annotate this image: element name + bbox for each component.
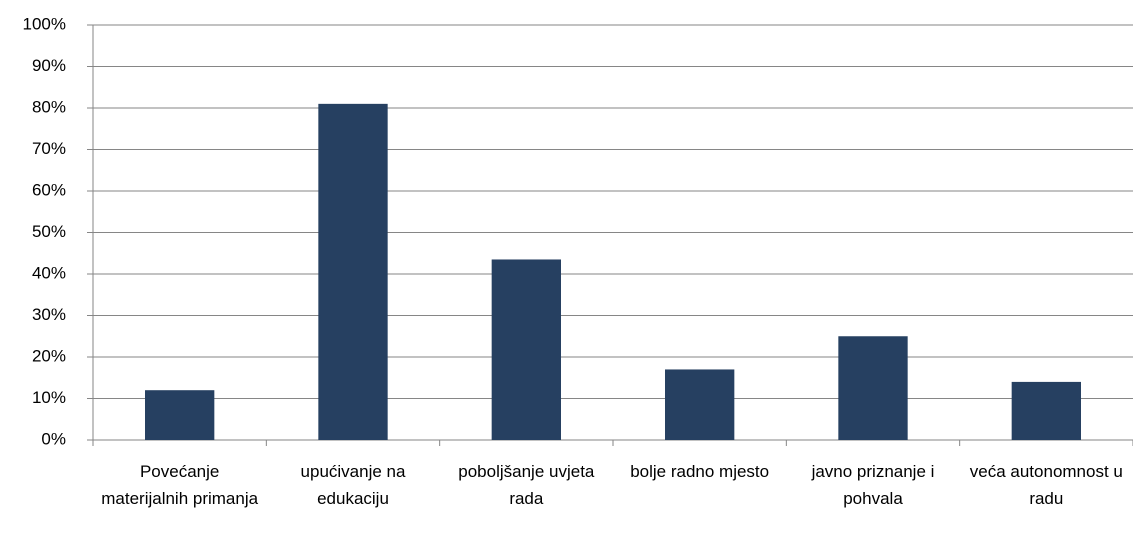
bar xyxy=(145,390,215,440)
x-tick-label: poboljšanje uvjeta rada xyxy=(458,462,595,508)
y-tick-label: 0% xyxy=(41,429,66,448)
x-tick-label: veća autonomnost u radu xyxy=(969,462,1123,508)
y-tick-label: 20% xyxy=(32,346,66,365)
y-tick-label: 90% xyxy=(32,56,66,75)
bar xyxy=(318,103,388,440)
x-tick-label: Povećanje materijalnih primanja xyxy=(101,462,259,508)
y-tick-label: 60% xyxy=(32,180,66,199)
x-tick-label: javno priznanje i pohvala xyxy=(811,462,935,508)
bar xyxy=(838,336,908,440)
y-tick-label: 40% xyxy=(32,263,66,282)
bar xyxy=(491,259,561,440)
bar xyxy=(1011,381,1081,440)
x-tick-label: bolje radno mjesto xyxy=(630,462,770,481)
y-tick-label: 80% xyxy=(32,97,66,116)
y-tick-label: 50% xyxy=(32,222,66,241)
y-tick-label: 70% xyxy=(32,139,66,158)
bar xyxy=(665,369,735,440)
y-tick-label: 30% xyxy=(32,305,66,324)
x-tick-label: upućivanje na edukaciju xyxy=(300,462,406,508)
y-tick-label: 100% xyxy=(23,14,66,33)
y-tick-label: 10% xyxy=(32,388,66,407)
